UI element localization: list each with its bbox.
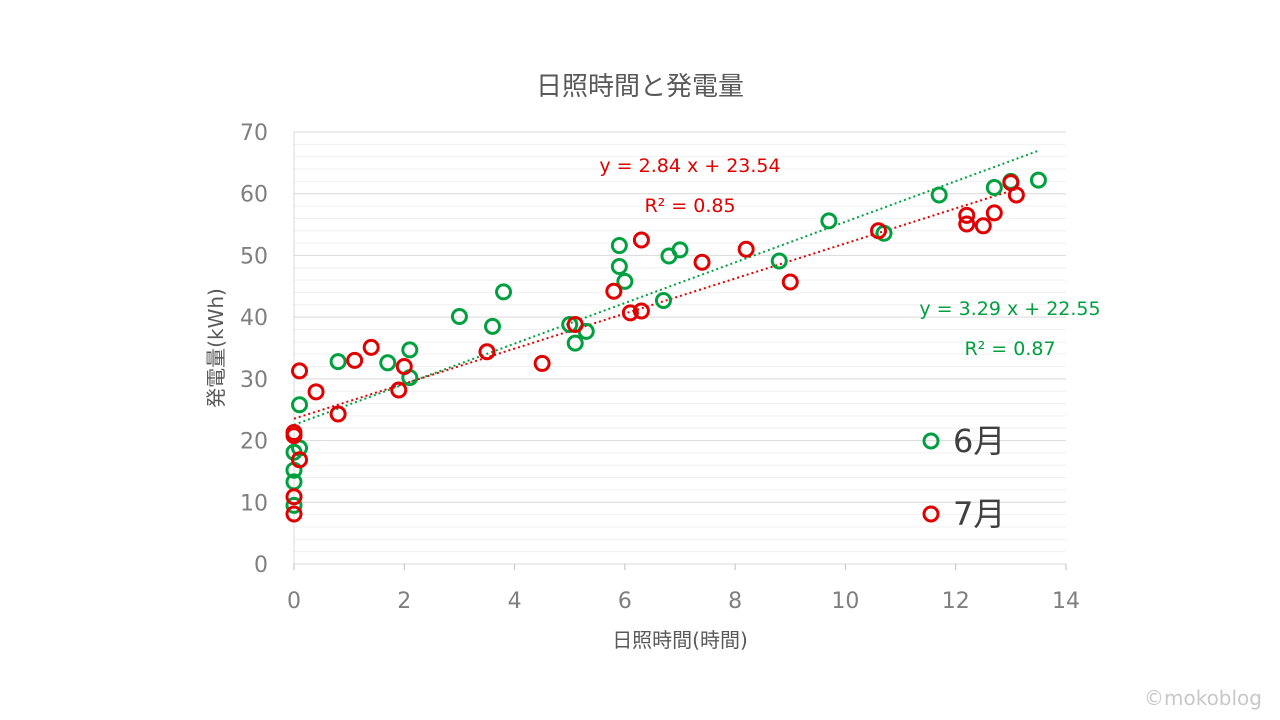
data-point-july (291, 362, 309, 380)
equation-july: y = 2.84 x + 23.54 (599, 155, 780, 177)
legend-marker-july (922, 505, 940, 523)
data-point-june (930, 186, 948, 204)
data-point-july (566, 316, 584, 334)
x-axis-title: 日照時間(時間) (612, 628, 748, 652)
data-point-june (1029, 171, 1047, 189)
data-point-july (1007, 186, 1025, 204)
y-tick-label: 60 (240, 183, 268, 208)
trendlines (293, 149, 1039, 426)
data-point-june (671, 241, 689, 259)
data-point-june (379, 354, 397, 372)
trendline-june (293, 149, 1039, 426)
y-tick-label: 40 (240, 306, 268, 331)
data-point-july (285, 488, 303, 506)
watermark: ©mokoblog (1143, 686, 1262, 710)
x-tick-label: 6 (618, 589, 632, 614)
data-point-june (610, 237, 628, 255)
r-squared-june: R² = 0.87 (964, 338, 1055, 360)
trendline-equation-june: y = 3.29 x + 22.55 R² = 0.87 (919, 298, 1100, 360)
data-point-june (450, 308, 468, 326)
legend-marker-june (922, 432, 940, 450)
trendline-july (293, 188, 1017, 420)
data-point-july (533, 354, 551, 372)
minor-gridlines (294, 143, 1066, 553)
data-point-july (346, 351, 364, 369)
data-point-june (770, 252, 788, 270)
data-point-june (985, 179, 1003, 197)
legend-label-july: 7月 (953, 495, 1005, 533)
data-point-june (329, 353, 347, 371)
data-point-july (390, 381, 408, 399)
data-point-june (820, 212, 838, 230)
equation-june: y = 3.29 x + 22.55 (919, 298, 1100, 320)
x-tick-label: 10 (831, 589, 859, 614)
y-tick-label: 0 (254, 553, 268, 578)
legend-item-july: 7月 (922, 495, 1005, 533)
data-point-july (985, 204, 1003, 222)
data-point-july (478, 343, 496, 361)
y-tick-label: 30 (240, 368, 268, 393)
data-point-july (285, 424, 303, 442)
data-point-july (737, 240, 755, 258)
r-squared-july: R² = 0.85 (644, 195, 735, 217)
data-point-june (616, 272, 634, 290)
data-point-july (362, 338, 380, 356)
x-tick-label: 8 (728, 589, 742, 614)
y-tick-label: 10 (240, 491, 268, 516)
data-point-july (291, 451, 309, 469)
data-point-july (621, 304, 639, 322)
legend-item-june: 6月 (922, 422, 1005, 460)
data-point-july (693, 253, 711, 271)
data-point-june (561, 316, 579, 334)
trendline-equation-july: y = 2.84 x + 23.54 R² = 0.85 (599, 155, 780, 217)
data-point-july (285, 505, 303, 523)
data-point-june (401, 341, 419, 359)
data-point-june (566, 334, 584, 352)
data-point-july (974, 217, 992, 235)
y-axis-title: 発電量(kWh) (204, 288, 228, 408)
y-axis-ticks: 0 10 20 30 40 50 60 70 (240, 121, 268, 578)
y-tick-label: 50 (240, 244, 268, 269)
data-point-july (307, 383, 325, 401)
data-point-june (495, 283, 513, 301)
y-tick-label: 20 (240, 430, 268, 455)
data-point-july (958, 215, 976, 233)
data-point-june (610, 258, 628, 276)
data-point-july (329, 405, 347, 423)
x-tick-label: 14 (1052, 589, 1080, 614)
y-tick-label: 70 (240, 121, 268, 146)
x-tick-label: 0 (287, 589, 301, 614)
data-point-june (484, 317, 502, 335)
x-tick-label: 12 (942, 589, 970, 614)
legend-label-june: 6月 (953, 422, 1005, 460)
x-tick-label: 2 (397, 589, 411, 614)
data-point-july (632, 302, 650, 320)
x-tick-label: 4 (508, 589, 522, 614)
data-point-july (870, 222, 888, 240)
data-point-july (395, 358, 413, 376)
data-point-july (605, 282, 623, 300)
x-axis-ticks: 0 2 4 6 8 10 12 14 (287, 564, 1080, 614)
data-point-july (781, 273, 799, 291)
data-point-july (958, 206, 976, 224)
data-point-june (291, 396, 309, 414)
chart-title: 日照時間と発電量 (536, 72, 744, 102)
data-point-june (285, 496, 303, 514)
data-points (285, 171, 1047, 523)
data-point-july (632, 231, 650, 249)
data-point-june (654, 291, 672, 309)
legend: 6月 7月 (922, 422, 1005, 533)
